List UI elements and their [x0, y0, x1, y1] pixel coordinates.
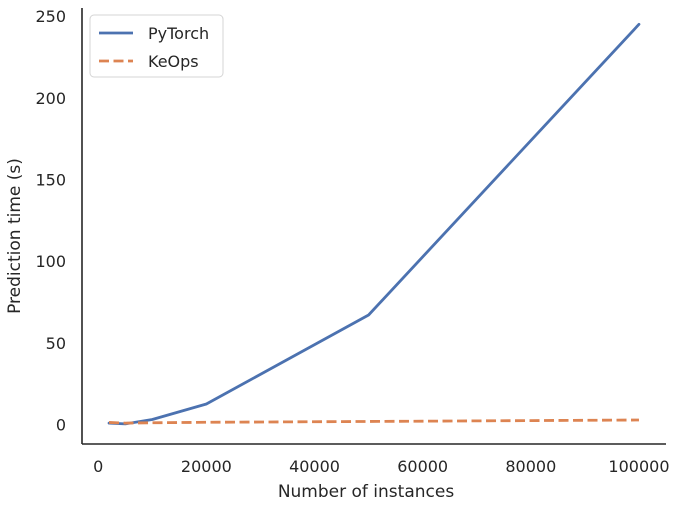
y-tick-label: 200: [35, 89, 66, 108]
x-tick-label: 0: [93, 457, 103, 476]
x-tick-label: 80000: [505, 457, 556, 476]
y-tick-label: 50: [46, 334, 66, 353]
x-tick-label: 20000: [181, 457, 232, 476]
legend-label-pytorch: PyTorch: [148, 24, 209, 43]
x-axis-title: Number of instances: [278, 482, 455, 502]
series-line-keops: [108, 418, 639, 425]
x-tick-label: 60000: [397, 457, 448, 476]
y-tick-label: 150: [35, 170, 66, 189]
y-tick-label: 250: [35, 7, 66, 26]
axes: 0 20000 40000 60000 80000 100000 0 50 100 150 200 2…: [35, 7, 669, 476]
y-tick-label: 100: [35, 252, 66, 271]
legend-label-keops: KeOps: [148, 52, 199, 71]
legend: PyTorch KeOps: [89, 14, 224, 78]
x-tick-label: 40000: [289, 457, 340, 476]
x-tick-label: 100000: [608, 457, 669, 476]
y-tick-label: 0: [56, 415, 66, 434]
plot-area: [107, 22, 641, 426]
series-line-pytorch: [107, 22, 641, 426]
y-axis-title: Prediction time (s): [5, 158, 25, 314]
